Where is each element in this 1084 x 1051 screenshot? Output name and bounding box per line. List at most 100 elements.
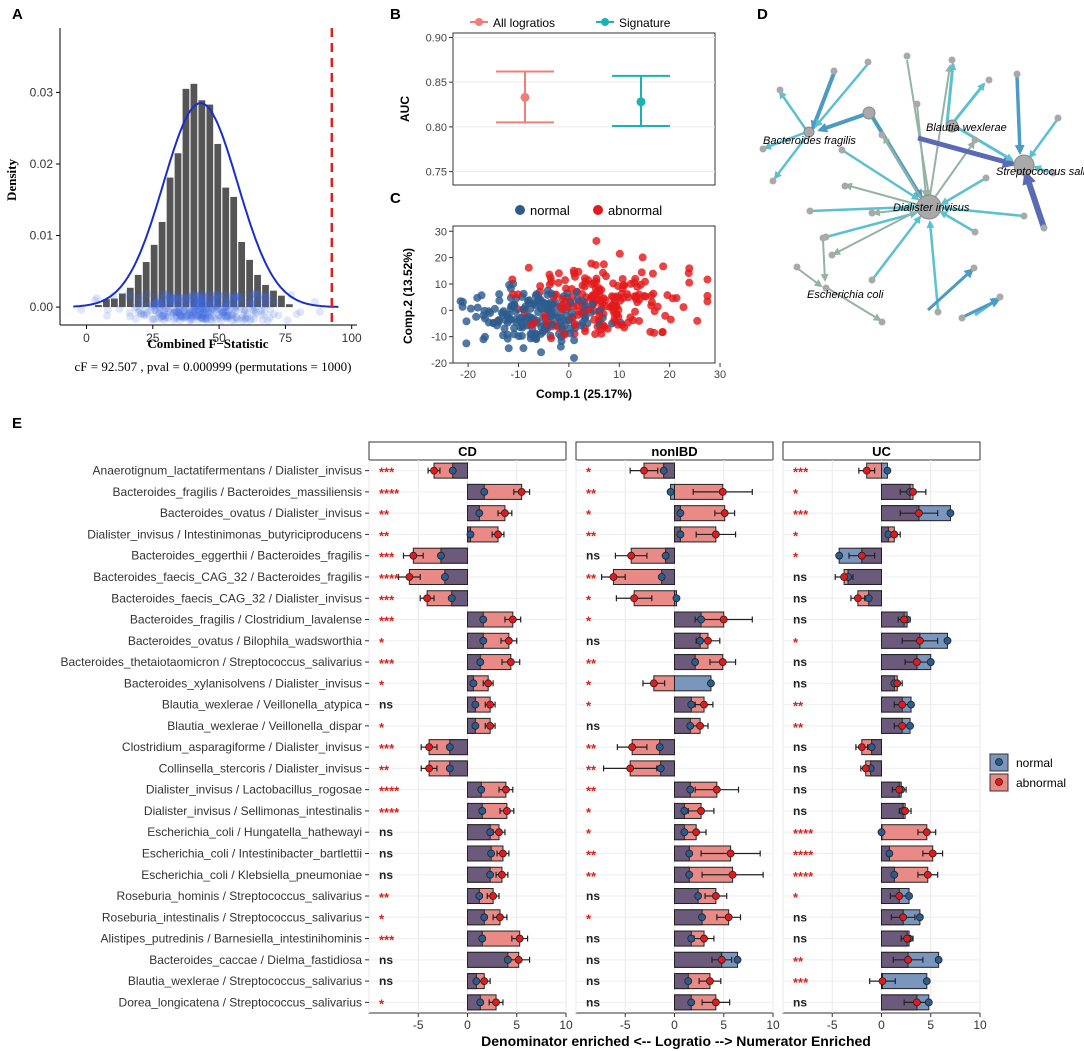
significance-label: ** <box>379 890 390 905</box>
mean-abnormal <box>405 573 414 581</box>
mean-normal <box>835 551 844 560</box>
scatter-point-normal <box>462 339 471 348</box>
permutation-point <box>189 308 198 317</box>
e-x-tick-label: 5 <box>720 1018 727 1032</box>
permutation-point <box>186 293 195 302</box>
permutation-point <box>209 295 218 304</box>
permutation-point <box>182 309 191 318</box>
network-node <box>913 100 921 108</box>
permutation-point <box>199 304 208 313</box>
permutation-point <box>200 296 209 305</box>
mean-abnormal <box>913 998 921 1007</box>
significance-label: ns <box>586 719 600 733</box>
permutation-point <box>162 290 171 299</box>
mean-normal <box>486 870 495 879</box>
permutation-point <box>170 306 179 315</box>
permutation-point <box>188 291 197 300</box>
permutation-point <box>176 294 185 303</box>
mean-abnormal <box>486 700 495 709</box>
scatter-point-normal <box>479 311 488 320</box>
significance-label: ** <box>586 762 597 777</box>
network-edge <box>763 131 805 150</box>
a-x-label: Combined F−Statistic <box>147 336 268 351</box>
scatter-point-abnormal <box>545 270 554 279</box>
mean-abnormal <box>719 615 728 624</box>
permutation-point <box>241 315 250 324</box>
bar-overlap <box>440 547 468 564</box>
histogram-bar <box>254 274 261 308</box>
permutation-point <box>177 312 186 321</box>
significance-label: ns <box>586 995 600 1009</box>
permutation-point <box>296 308 305 317</box>
permutation-point <box>171 296 180 305</box>
c-x-tick-label: 30 <box>714 369 726 381</box>
histogram-bar <box>278 295 285 308</box>
mean-normal <box>477 785 486 794</box>
permutation-point <box>212 290 221 299</box>
permutation-point <box>211 315 220 324</box>
network-edge <box>796 267 823 288</box>
permutation-point <box>185 316 194 325</box>
permutation-point <box>194 292 203 301</box>
panel-e: E CD*****************************ns*****… <box>12 415 1066 1049</box>
mean-abnormal <box>640 466 648 475</box>
network-node <box>868 276 876 284</box>
permutation-point <box>224 302 233 311</box>
significance-label: **** <box>379 784 400 799</box>
e-x-label: Denominator enriched <-- Logratio --> Nu… <box>481 1033 871 1049</box>
scatter-point-abnormal <box>580 274 589 283</box>
significance-label: *** <box>793 507 809 522</box>
mean-normal <box>472 977 481 985</box>
permutation-point <box>241 305 250 314</box>
mean-normal <box>480 913 489 922</box>
scatter-point-abnormal <box>554 278 563 287</box>
permutation-point <box>228 308 237 317</box>
permutation-point <box>158 301 167 310</box>
permutation-point <box>173 303 182 312</box>
permutation-point <box>220 306 229 315</box>
b-legend: All logratios Signature <box>470 16 671 30</box>
network-edge <box>810 72 836 131</box>
scatter-point-normal <box>546 312 555 321</box>
c-x-label: Comp.1 (25.17%) <box>536 387 632 401</box>
scatter-point-normal <box>500 324 509 333</box>
permutation-point <box>167 292 176 301</box>
significance-label: ns <box>793 570 807 584</box>
permutation-point <box>161 312 170 321</box>
network-edge <box>1033 165 1052 175</box>
permutation-point <box>191 304 200 313</box>
permutation-points <box>77 289 324 325</box>
permutation-point <box>193 298 202 307</box>
histogram-bar <box>198 100 206 308</box>
histogram-bar <box>238 241 246 308</box>
scatter-point-normal <box>538 327 547 336</box>
network-node <box>1020 212 1028 220</box>
scatter-point-abnormal <box>693 316 702 325</box>
significance-label: ns <box>793 932 807 946</box>
permutation-point <box>162 291 171 300</box>
significance-label: ns <box>379 846 393 860</box>
permutation-point <box>181 299 190 308</box>
a-y-label: Density <box>4 159 19 201</box>
a-y-tick-label: 0.00 <box>30 300 54 314</box>
mean-abnormal <box>900 615 909 624</box>
permutation-point <box>310 297 319 306</box>
significance-label: **** <box>379 486 400 501</box>
scatter-point-normal <box>544 301 553 310</box>
permutation-point <box>146 306 155 315</box>
permutation-point <box>212 302 221 311</box>
scatter-point-abnormal <box>659 262 668 271</box>
permutation-point <box>232 293 241 302</box>
permutation-point <box>231 306 240 315</box>
mean-normal <box>691 658 700 666</box>
permutation-point <box>272 298 281 307</box>
mean-abnormal <box>627 551 636 560</box>
significance-label: * <box>586 826 592 841</box>
permutation-point <box>194 304 203 313</box>
permutation-point <box>230 296 239 305</box>
permutation-point <box>186 308 195 317</box>
network-edge <box>957 126 1014 162</box>
histogram-bar <box>150 244 158 308</box>
network-edge <box>926 220 940 311</box>
permutation-point <box>134 308 143 317</box>
